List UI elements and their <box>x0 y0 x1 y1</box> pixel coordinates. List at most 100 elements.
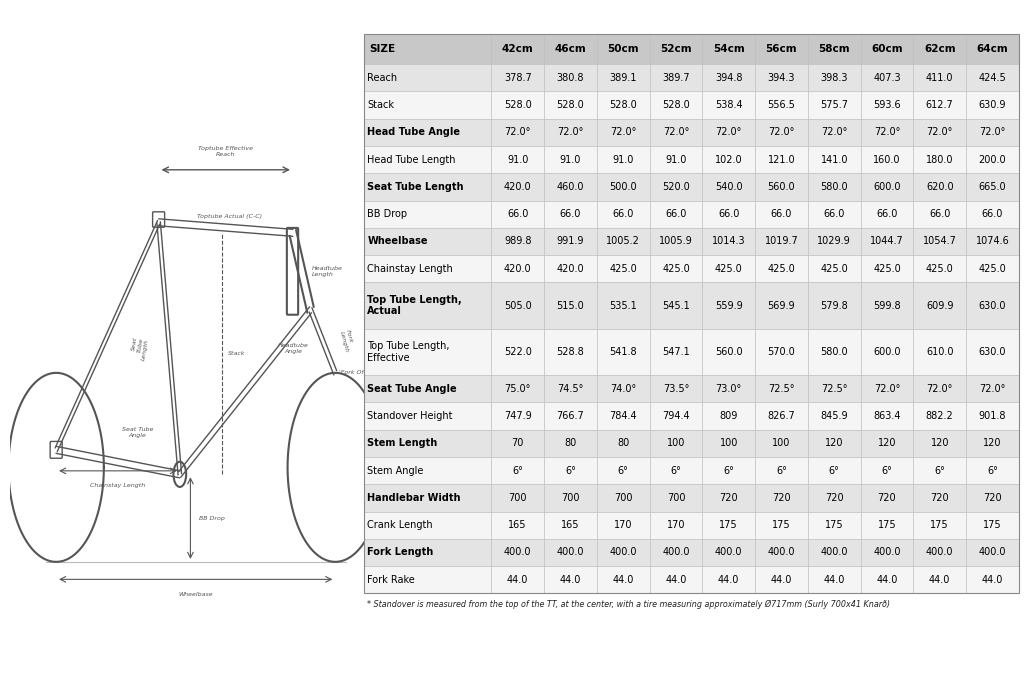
Text: 91.0: 91.0 <box>666 154 687 165</box>
Text: 66.0: 66.0 <box>560 209 582 219</box>
Text: Top Tube Length,
Effective: Top Tube Length, Effective <box>368 342 450 363</box>
Text: 91.0: 91.0 <box>560 154 582 165</box>
Text: 72.5°: 72.5° <box>768 384 795 394</box>
Bar <box>913 146 966 173</box>
Text: 560.0: 560.0 <box>715 347 742 357</box>
Bar <box>649 375 702 402</box>
Bar <box>808 566 860 594</box>
Text: 6°: 6° <box>776 466 786 475</box>
Bar <box>860 457 913 484</box>
Bar <box>860 146 913 173</box>
Text: 570.0: 570.0 <box>768 347 796 357</box>
Bar <box>597 329 649 375</box>
Text: 630.0: 630.0 <box>979 347 1007 357</box>
Text: 6°: 6° <box>828 466 840 475</box>
Bar <box>966 146 1019 173</box>
Bar <box>808 92 860 119</box>
Text: 1014.3: 1014.3 <box>712 236 745 247</box>
Text: 74.5°: 74.5° <box>557 384 584 394</box>
Bar <box>597 566 649 594</box>
Bar <box>492 255 544 282</box>
Bar <box>702 430 755 457</box>
Text: 73.0°: 73.0° <box>716 384 741 394</box>
Text: 120: 120 <box>931 438 949 448</box>
Text: 720: 720 <box>825 493 844 503</box>
Bar <box>492 228 544 255</box>
Bar <box>702 512 755 539</box>
Bar <box>597 34 649 64</box>
Bar <box>755 402 808 430</box>
Text: 102.0: 102.0 <box>715 154 742 165</box>
Bar <box>860 430 913 457</box>
Text: 44.0: 44.0 <box>877 575 898 585</box>
Text: 72.0°: 72.0° <box>927 384 953 394</box>
Text: 991.9: 991.9 <box>557 236 585 247</box>
Text: 720: 720 <box>878 493 896 503</box>
Text: Toptube Effective
Reach: Toptube Effective Reach <box>199 146 253 157</box>
Text: Reach: Reach <box>368 73 397 83</box>
Text: 378.7: 378.7 <box>504 73 531 83</box>
Text: 72.0°: 72.0° <box>873 127 900 137</box>
Text: 165: 165 <box>561 520 580 530</box>
Text: 72.5°: 72.5° <box>821 384 848 394</box>
Text: 66.0: 66.0 <box>823 209 845 219</box>
Text: 66.0: 66.0 <box>507 209 528 219</box>
Text: 575.7: 575.7 <box>820 100 848 110</box>
Bar <box>364 539 492 566</box>
Bar <box>755 201 808 228</box>
Bar <box>364 484 492 512</box>
Text: Seat Tube Angle: Seat Tube Angle <box>368 384 457 394</box>
Bar <box>492 539 544 566</box>
Bar <box>755 119 808 146</box>
Bar <box>492 146 544 173</box>
Bar <box>755 539 808 566</box>
Text: 720: 720 <box>983 493 1001 503</box>
Text: 141.0: 141.0 <box>820 154 848 165</box>
Text: Stack: Stack <box>227 351 245 356</box>
Bar <box>492 34 544 64</box>
Text: 400.0: 400.0 <box>926 548 953 557</box>
Bar <box>702 119 755 146</box>
Text: 91.0: 91.0 <box>507 154 528 165</box>
Bar <box>702 282 755 329</box>
Bar <box>649 119 702 146</box>
Bar <box>860 228 913 255</box>
Text: 665.0: 665.0 <box>979 182 1007 192</box>
Text: 44.0: 44.0 <box>823 575 845 585</box>
Bar <box>755 484 808 512</box>
Bar <box>966 512 1019 539</box>
Bar <box>544 282 597 329</box>
Text: 400.0: 400.0 <box>873 548 901 557</box>
Text: 74.0°: 74.0° <box>610 384 636 394</box>
Bar <box>364 173 492 201</box>
Text: Top Tube Length,
Actual: Top Tube Length, Actual <box>368 295 462 316</box>
Bar <box>597 64 649 92</box>
Bar <box>702 173 755 201</box>
Text: 425.0: 425.0 <box>979 264 1007 274</box>
Text: 91.0: 91.0 <box>612 154 634 165</box>
Text: 400.0: 400.0 <box>557 548 585 557</box>
Bar <box>808 173 860 201</box>
Bar <box>808 255 860 282</box>
Text: 400.0: 400.0 <box>663 548 690 557</box>
Text: 100: 100 <box>720 438 738 448</box>
Text: Crank Length: Crank Length <box>368 520 433 530</box>
Bar <box>492 512 544 539</box>
Text: 556.5: 556.5 <box>768 100 796 110</box>
Text: 66.0: 66.0 <box>666 209 687 219</box>
Bar <box>544 539 597 566</box>
Bar <box>913 201 966 228</box>
Bar <box>544 512 597 539</box>
Bar <box>913 282 966 329</box>
Text: 411.0: 411.0 <box>926 73 953 83</box>
Bar <box>597 282 649 329</box>
Bar <box>544 255 597 282</box>
Bar <box>913 484 966 512</box>
Text: 528.0: 528.0 <box>504 100 531 110</box>
Text: 579.8: 579.8 <box>820 301 848 311</box>
Text: 528.8: 528.8 <box>557 347 585 357</box>
Bar <box>755 375 808 402</box>
Text: BB Drop: BB Drop <box>200 516 225 520</box>
Bar <box>860 375 913 402</box>
Text: Stem Length: Stem Length <box>368 438 437 448</box>
